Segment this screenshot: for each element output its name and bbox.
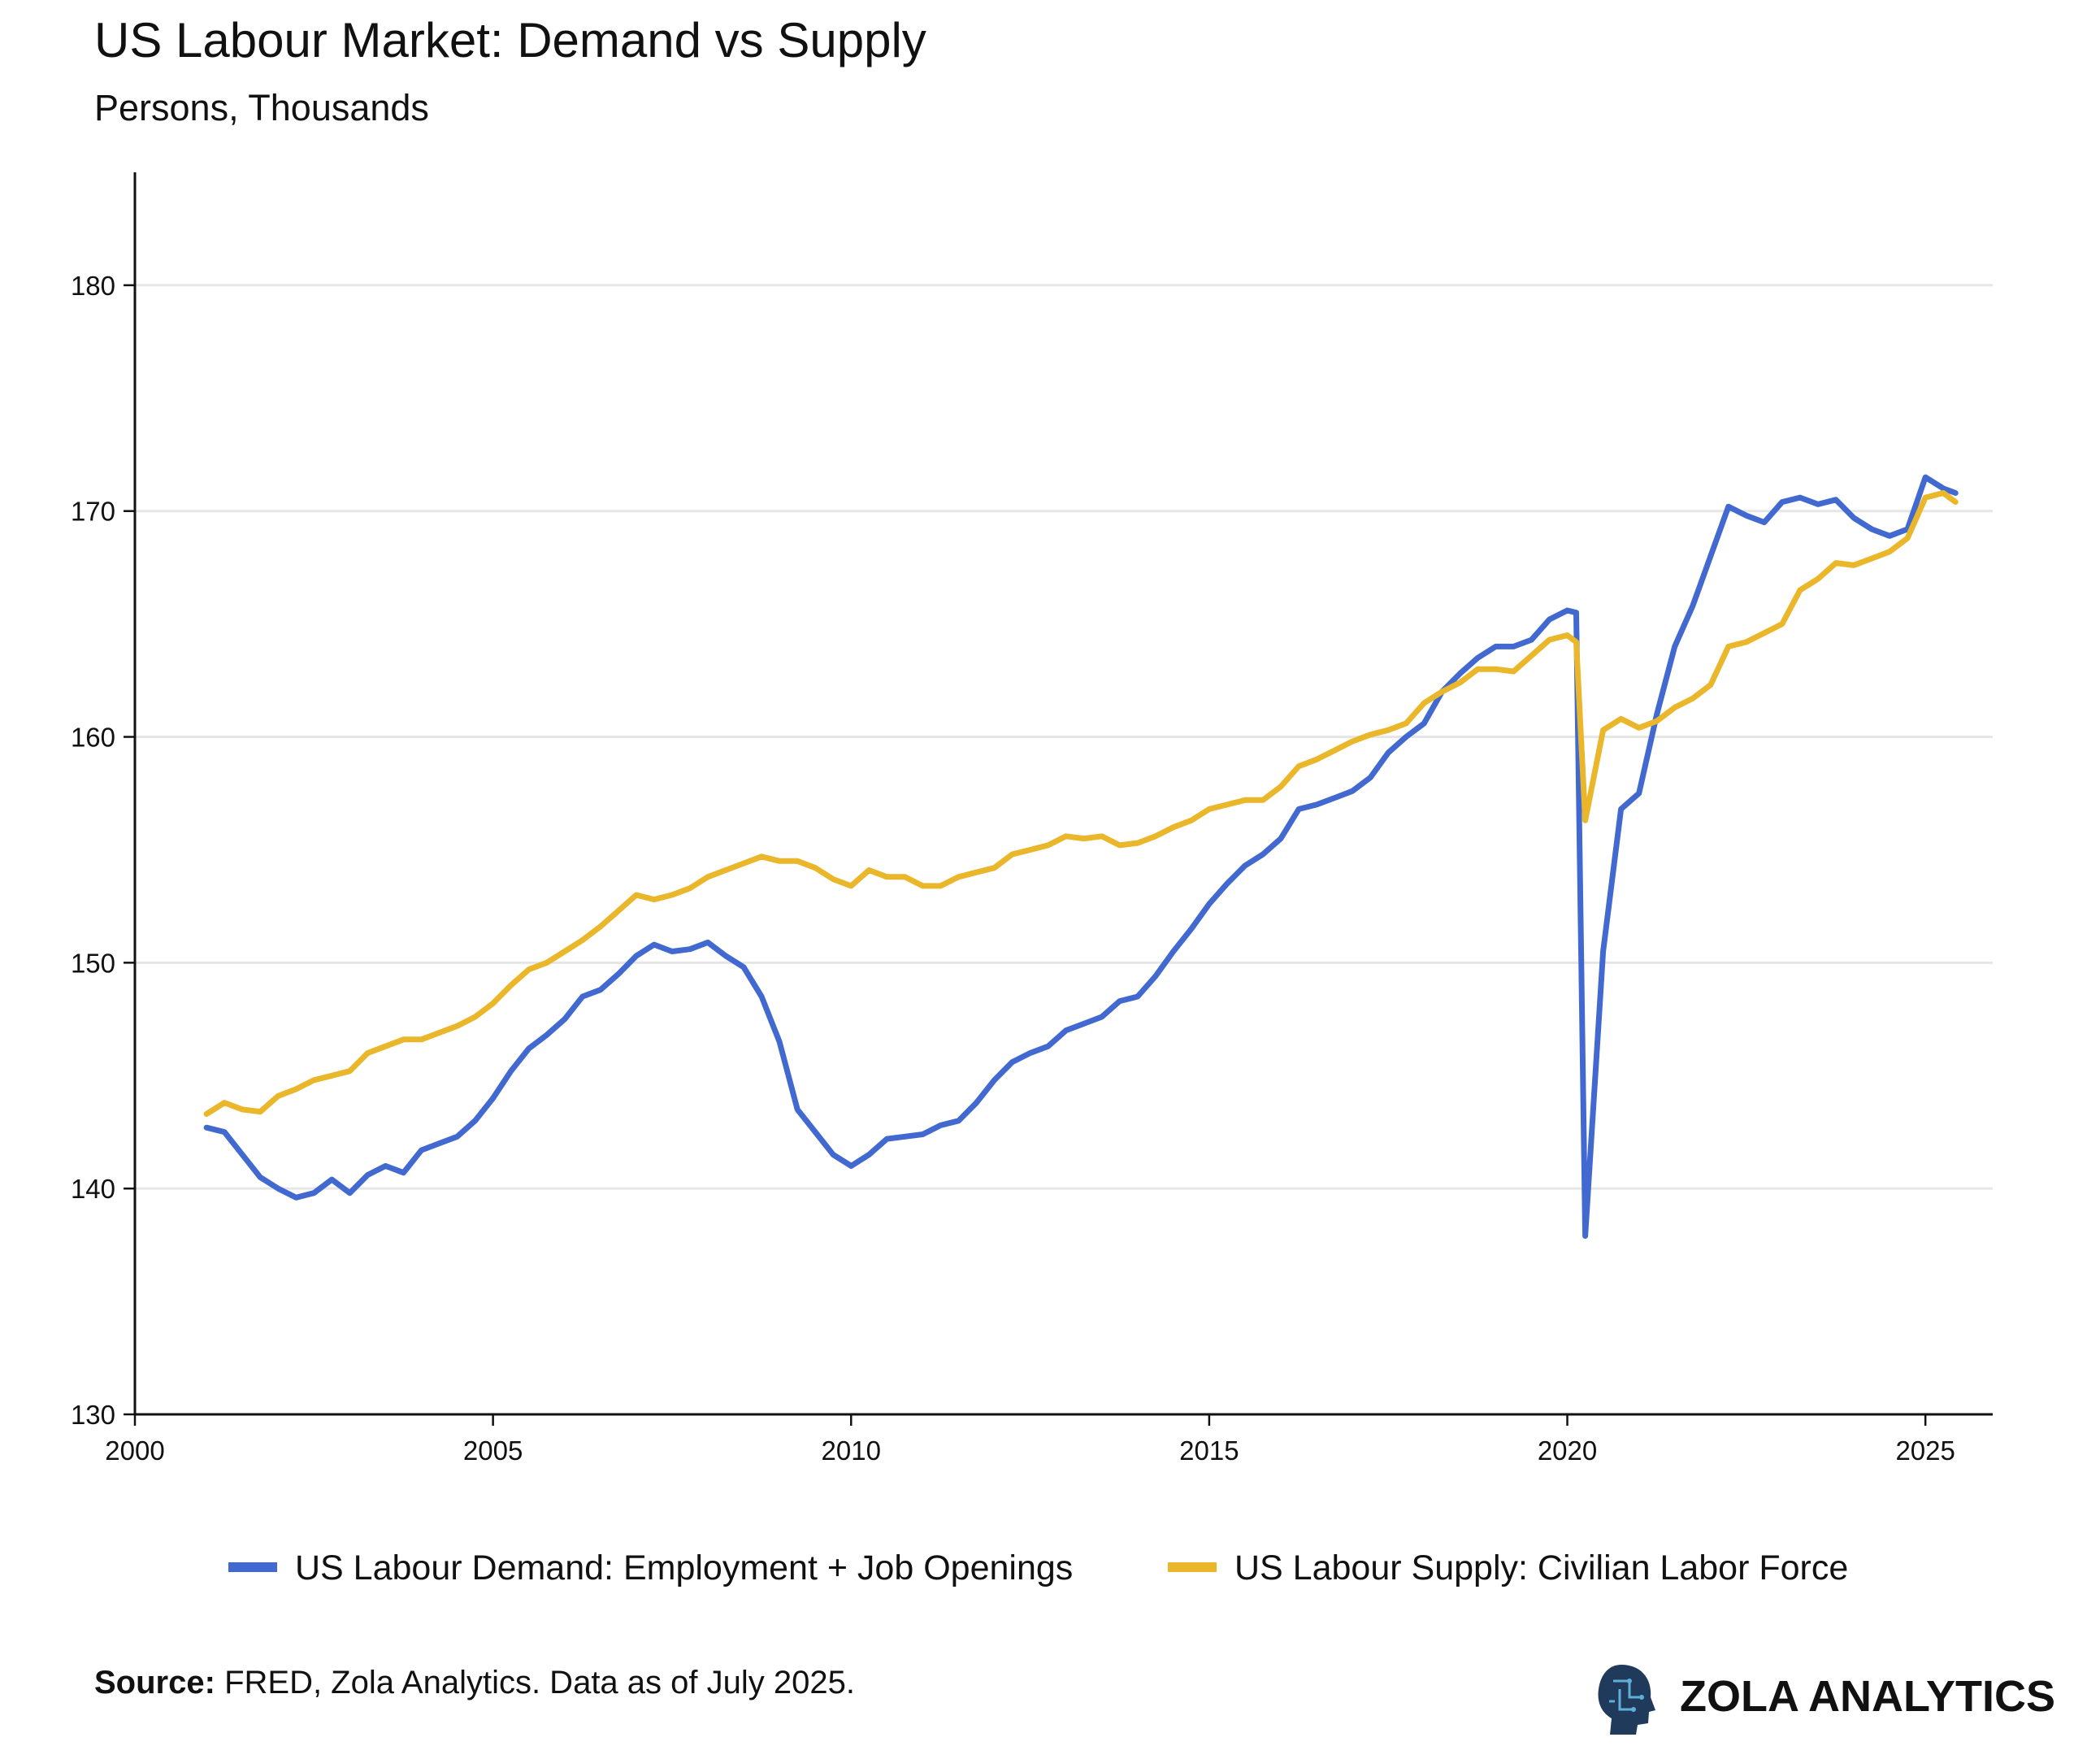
- series-line: [203, 490, 1959, 1117]
- legend: US Labour Demand: Employment + Job Openi…: [228, 1548, 1848, 1587]
- chart-subtitle: Persons, Thousands: [94, 87, 429, 128]
- x-tick-label: 2000: [105, 1435, 164, 1466]
- logo-icon: [1598, 1665, 1655, 1735]
- y-tick-label: 150: [71, 948, 115, 978]
- y-tick-label: 180: [71, 271, 115, 301]
- x-tick-label: 2025: [1895, 1435, 1955, 1466]
- y-tick-label: 160: [71, 723, 115, 753]
- source-text: FRED, Zola Analytics. Data as of July 20…: [224, 1665, 855, 1700]
- x-tick-label: 2005: [463, 1435, 523, 1466]
- source-note: Source: FRED, Zola Analytics. Data as of…: [94, 1665, 855, 1700]
- x-tick-label: 2020: [1538, 1435, 1597, 1466]
- y-tick-label: 130: [71, 1400, 115, 1430]
- x-tick-label: 2010: [822, 1435, 881, 1466]
- legend-label: US Labour Demand: Employment + Job Openi…: [295, 1548, 1073, 1587]
- brand-name: ZOLA ANALYTICS: [1680, 1672, 2055, 1721]
- chart-title: US Labour Market: Demand vs Supply: [94, 13, 926, 67]
- legend-label: US Labour Supply: Civilian Labor Force: [1234, 1548, 1848, 1587]
- source-label: Source:: [94, 1665, 215, 1700]
- x-tick-label: 2015: [1179, 1435, 1239, 1466]
- series-line: [203, 474, 1959, 1239]
- y-tick-label: 170: [71, 497, 115, 527]
- y-tick-label: 140: [71, 1174, 115, 1204]
